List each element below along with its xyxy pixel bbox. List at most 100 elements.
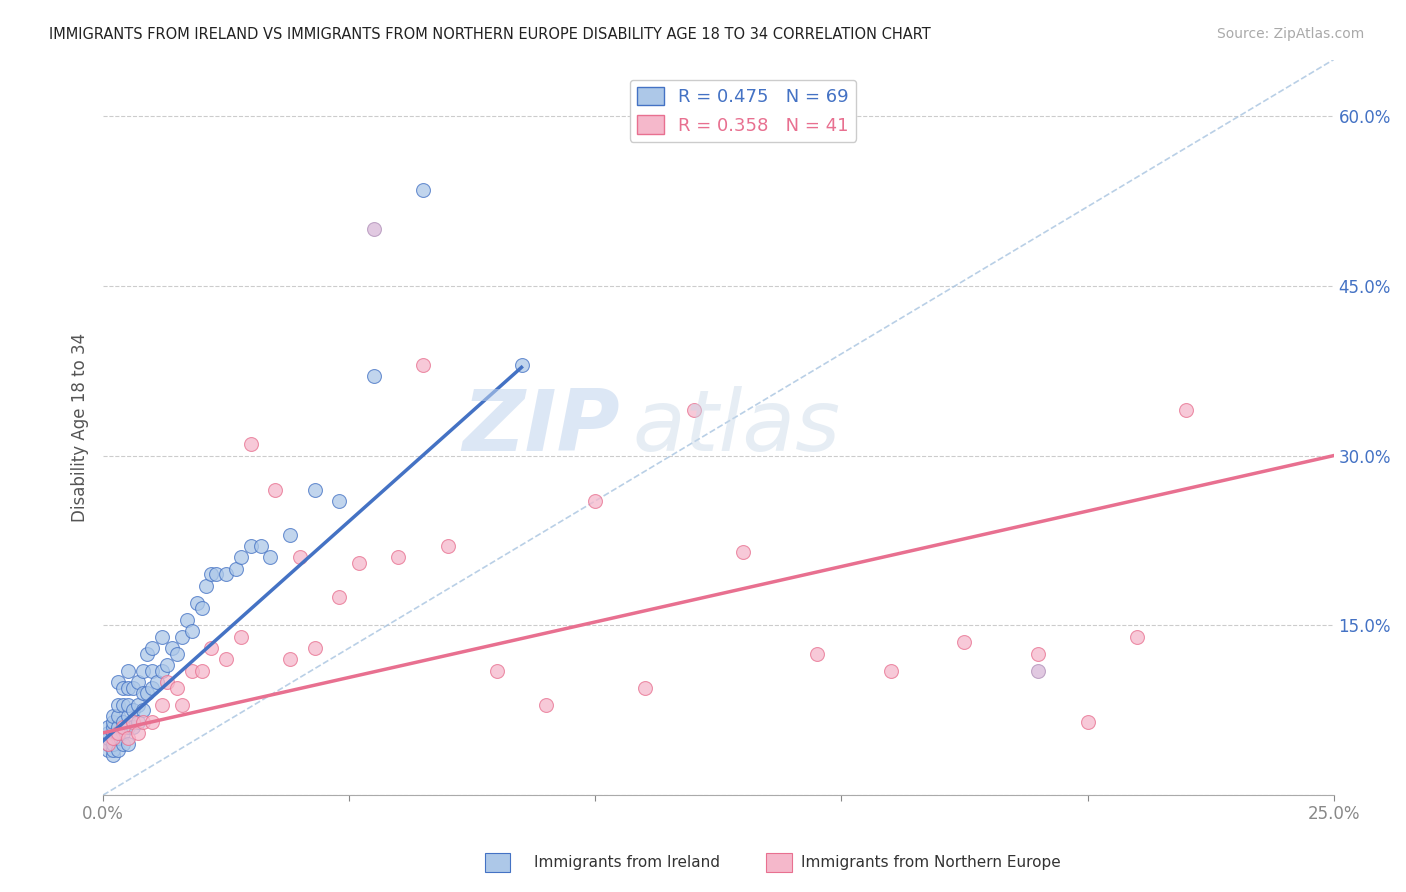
Point [731, 545, 754, 559]
Point [195, 579, 218, 593]
Point [136, 686, 159, 700]
Point [160, 640, 183, 655]
Point [150, 630, 173, 644]
Point [150, 698, 173, 712]
Point [190, 664, 212, 678]
Point [229, 550, 252, 565]
Point [117, 720, 139, 734]
Point [633, 681, 655, 695]
Point [117, 698, 139, 712]
Text: Source: ZipAtlas.com: Source: ZipAtlas.com [1216, 27, 1364, 41]
Point [141, 681, 163, 695]
Point [180, 624, 202, 638]
Point [200, 640, 222, 655]
Point [111, 698, 134, 712]
Text: ZIP: ZIP [463, 386, 620, 469]
Point [127, 726, 149, 740]
Point [328, 494, 350, 508]
Point [117, 664, 139, 678]
Point [156, 657, 179, 672]
Point [97, 737, 120, 751]
Point [107, 709, 129, 723]
Point [101, 731, 124, 746]
Point [136, 647, 159, 661]
Point [412, 358, 434, 372]
Point [200, 567, 222, 582]
Point [117, 681, 139, 695]
Point [186, 596, 208, 610]
Text: IMMIGRANTS FROM IRELAND VS IMMIGRANTS FROM NORTHERN EUROPE DISABILITY AGE 18 TO : IMMIGRANTS FROM IRELAND VS IMMIGRANTS FR… [49, 27, 931, 42]
Point [97, 720, 120, 734]
Point [239, 437, 262, 451]
Point [97, 737, 120, 751]
Point [176, 613, 198, 627]
Point [107, 731, 129, 746]
Point [534, 698, 557, 712]
Point [190, 601, 212, 615]
Point [879, 664, 901, 678]
Point [141, 664, 163, 678]
Point [166, 681, 188, 695]
Point [101, 748, 124, 763]
Point [117, 731, 139, 746]
Point [111, 737, 134, 751]
Point [131, 703, 153, 717]
Point [583, 494, 606, 508]
Point [111, 726, 134, 740]
Legend: R = 0.475   N = 69, R = 0.358   N = 41: R = 0.475 N = 69, R = 0.358 N = 41 [630, 79, 856, 142]
Point [806, 647, 828, 661]
Point [239, 539, 262, 553]
Point [101, 726, 124, 740]
Point [328, 590, 350, 604]
Point [107, 698, 129, 712]
Point [510, 358, 533, 372]
Point [101, 737, 124, 751]
Point [304, 483, 326, 497]
Point [180, 664, 202, 678]
Text: Immigrants from Ireland: Immigrants from Ireland [534, 855, 720, 870]
Point [107, 726, 129, 740]
Point [347, 556, 370, 570]
Point [141, 640, 163, 655]
Point [131, 686, 153, 700]
Point [117, 709, 139, 723]
Point [101, 714, 124, 729]
Point [166, 647, 188, 661]
Point [111, 720, 134, 734]
Point [229, 630, 252, 644]
Point [127, 714, 149, 729]
Point [363, 369, 385, 384]
Point [170, 630, 193, 644]
Point [107, 674, 129, 689]
Point [101, 720, 124, 734]
Point [107, 743, 129, 757]
Point [97, 731, 120, 746]
Point [1026, 647, 1049, 661]
Point [121, 681, 143, 695]
Point [215, 567, 238, 582]
Text: Immigrants from Northern Europe: Immigrants from Northern Europe [801, 855, 1062, 870]
Point [412, 183, 434, 197]
Point [264, 483, 287, 497]
Point [953, 635, 976, 649]
Point [101, 709, 124, 723]
Point [1175, 403, 1198, 417]
Point [121, 720, 143, 734]
Point [363, 222, 385, 236]
Point [111, 681, 134, 695]
Point [304, 640, 326, 655]
Point [278, 528, 301, 542]
Point [205, 567, 228, 582]
Point [170, 698, 193, 712]
Point [121, 714, 143, 729]
Point [150, 664, 173, 678]
Point [436, 539, 458, 553]
Point [141, 714, 163, 729]
Point [121, 703, 143, 717]
Point [387, 550, 409, 565]
Point [1076, 714, 1098, 729]
Point [97, 726, 120, 740]
Point [127, 674, 149, 689]
Y-axis label: Disability Age 18 to 34: Disability Age 18 to 34 [72, 333, 89, 522]
Point [146, 674, 169, 689]
